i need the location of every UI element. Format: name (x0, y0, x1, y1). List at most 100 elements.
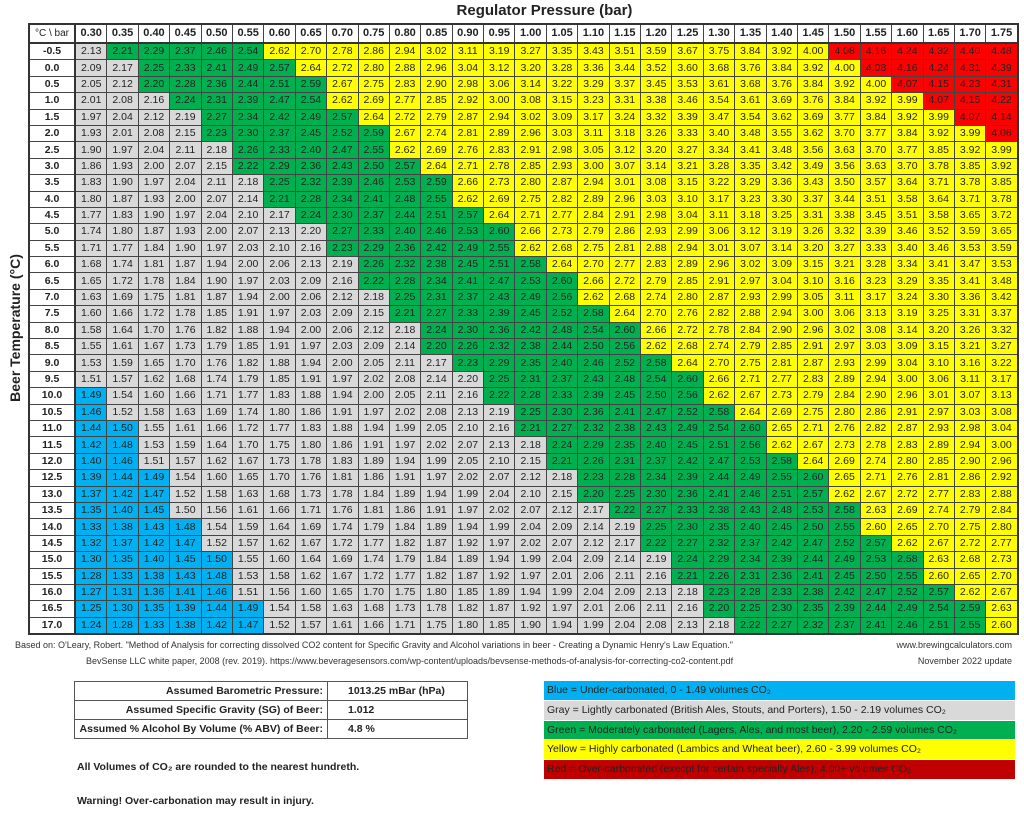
co2-volume-cell: 2.28 (734, 583, 767, 602)
co2-volume-cell: 2.13 (294, 256, 328, 274)
co2-volume-cell: 2.64 (483, 206, 516, 225)
temperature-label: 8.0 (28, 321, 76, 340)
co2-volume-cell: 2.41 (451, 272, 485, 290)
co2-volume-cell: 3.31 (608, 92, 642, 110)
co2-volume-cell: 2.69 (483, 190, 516, 208)
table-row: 0.5 2.05 2.12 2.20 2.28 2.36 2.44 2.51 2.59 2.67 2… (28, 75, 1019, 94)
co2-volume-cell: 2.10 (483, 452, 516, 471)
co2-volume-cell: 1.57 (231, 534, 265, 553)
co2-volume-cell: 3.22 (545, 75, 579, 94)
co2-volume-cell: 2.53 (734, 452, 767, 471)
co2-volume-cell: 2.69 (891, 501, 924, 520)
co2-volume-cell: 2.37 (734, 534, 767, 553)
table-row: 14.5 1.32 1.37 1.42 1.47 1.52 1.57 1.62 1.67 1.72… (28, 534, 1019, 553)
co2-volume-cell: 2.77 (608, 256, 642, 274)
carbonation-table: °C \ bar 0.30 0.35 0.40 0.45 0.50 0.55 0.60 0.6… (28, 23, 1019, 636)
website-link[interactable]: www.brewingcalculators.com (896, 640, 1012, 650)
co2-volume-cell: 1.94 (263, 321, 296, 340)
co2-volume-cell: 1.47 (231, 616, 265, 635)
co2-volume-cell: 2.60 (608, 321, 642, 340)
co2-volume-cell: 1.92 (483, 567, 516, 585)
temperature-label: 7.5 (28, 305, 76, 323)
pressure-header: 1.60 (891, 23, 924, 44)
co2-volume-cell: 3.63 (859, 157, 893, 176)
co2-volume-cell: 2.09 (577, 551, 610, 569)
co2-volume-cell: 2.31 (200, 92, 233, 110)
co2-volume-cell: 2.67 (985, 583, 1019, 602)
co2-volume-cell: 1.64 (263, 518, 296, 536)
co2-volume-cell: 1.59 (106, 354, 139, 372)
co2-volume-cell: 2.29 (357, 239, 390, 258)
co2-volume-cell: 2.00 (357, 387, 390, 405)
co2-volume-cell: 1.56 (263, 583, 296, 602)
co2-volume-cell: 3.84 (765, 59, 798, 77)
co2-volume-cell: 1.51 (74, 370, 108, 389)
co2-volume-cell: 1.65 (137, 354, 171, 372)
co2-volume-cell: 3.11 (953, 370, 987, 389)
co2-volume-cell: 1.81 (169, 288, 202, 307)
co2-volume-cell: 2.12 (357, 321, 390, 340)
co2-volume-cell: 2.76 (671, 305, 704, 323)
co2-volume-cell: 2.48 (608, 370, 642, 389)
co2-volume-cell: 2.00 (294, 321, 328, 340)
co2-volume-cell: 2.21 (263, 190, 296, 208)
table-row: 14.0 1.33 1.38 1.43 1.48 1.54 1.59 1.64 1.69 1.74… (28, 518, 1019, 536)
co2-volume-cell: 2.43 (640, 419, 673, 438)
co2-volume-cell: 2.42 (765, 534, 798, 553)
co2-volume-cell: 2.89 (483, 124, 516, 143)
co2-volume-cell: 3.51 (859, 190, 893, 208)
co2-volume-cell: 2.49 (828, 551, 861, 569)
co2-volume-cell: 1.55 (231, 551, 265, 569)
co2-volume-cell: 2.52 (671, 403, 704, 421)
co2-volume-cell: 1.73 (263, 452, 296, 471)
co2-volume-cell: 2.42 (828, 583, 861, 602)
co2-volume-cell: 1.24 (74, 616, 108, 635)
co2-volume-cell: 3.48 (765, 141, 798, 159)
co2-volume-cell: 3.24 (608, 108, 642, 126)
co2-volume-cell: 2.27 (326, 223, 359, 241)
co2-volume-cell: 3.23 (859, 272, 893, 290)
co2-volume-cell: 2.44 (796, 551, 830, 569)
co2-volume-cell: 1.68 (74, 256, 108, 274)
co2-volume-cell: 3.36 (953, 288, 987, 307)
co2-volume-cell: 2.44 (388, 206, 422, 225)
co2-volume-cell: 1.78 (137, 272, 171, 290)
co2-volume-cell: 2.15 (357, 305, 390, 323)
co2-volume-cell: 3.33 (859, 239, 893, 258)
co2-volume-cell: 1.37 (106, 534, 139, 553)
legend-item-green: Green = Moderately carbonated (Lagers, A… (544, 720, 1015, 741)
co2-volume-cell: 2.24 (545, 436, 579, 454)
co2-volume-cell: 1.72 (137, 305, 171, 323)
co2-volume-cell: 3.78 (953, 174, 987, 192)
co2-volume-cell: 2.59 (953, 600, 987, 618)
assumption-row: Assumed Barometric Pressure: 1013.25 mBar… (74, 681, 468, 701)
co2-volume-cell: 3.40 (702, 124, 736, 143)
co2-volume-cell: 1.43 (137, 518, 171, 536)
co2-volume-cell: 3.12 (734, 223, 767, 241)
co2-volume-cell: 2.71 (796, 419, 830, 438)
co2-volume-cell: 2.38 (420, 256, 453, 274)
co2-volume-cell: 1.42 (106, 485, 139, 503)
temperature-label: 7.0 (28, 288, 76, 307)
co2-volume-cell: 2.54 (231, 42, 265, 61)
co2-volume-cell: 2.18 (357, 288, 390, 307)
co2-volume-cell: 2.11 (200, 174, 233, 192)
co2-volume-cell: 2.63 (859, 501, 893, 520)
co2-volume-cell: 1.97 (200, 239, 233, 258)
co2-volume-cell: 2.62 (514, 239, 547, 258)
co2-volume-cell: 1.57 (294, 616, 328, 635)
co2-volume-cell: 1.85 (483, 616, 516, 635)
co2-volume-cell: 2.29 (483, 354, 516, 372)
co2-volume-cell: 1.52 (200, 534, 233, 553)
co2-volume-cell: 1.40 (137, 551, 171, 569)
co2-volume-cell: 1.49 (137, 469, 171, 487)
co2-volume-cell: 1.80 (106, 223, 139, 241)
co2-volume-cell: 2.80 (514, 174, 547, 192)
co2-volume-cell: 2.13 (74, 42, 108, 61)
co2-volume-cell: 2.09 (357, 338, 390, 356)
co2-volume-cell: 3.00 (985, 436, 1019, 454)
co2-volume-cell: 3.53 (671, 75, 704, 94)
co2-volume-cell: 2.20 (577, 485, 610, 503)
co2-volume-cell: 3.43 (577, 42, 610, 61)
co2-volume-cell: 1.74 (231, 403, 265, 421)
